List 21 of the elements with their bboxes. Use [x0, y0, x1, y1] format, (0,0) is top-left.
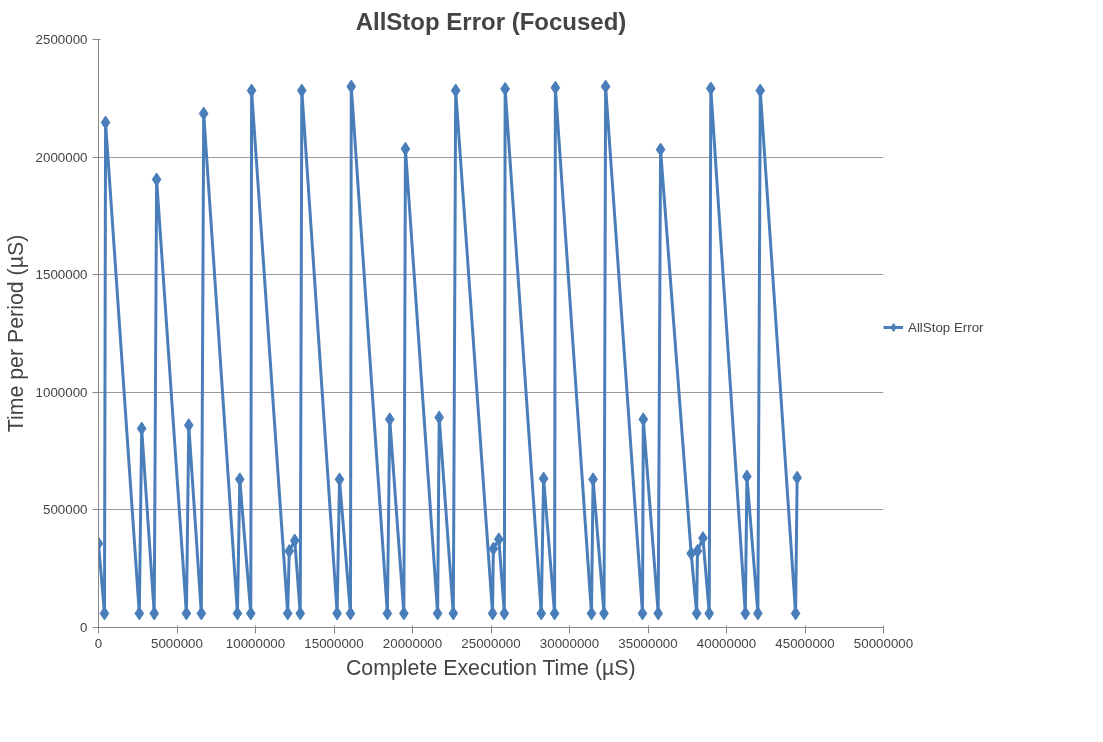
x-tick-label: 20000000 [382, 635, 443, 651]
y-tick-label: 2000000 [35, 149, 88, 165]
x-tick-label: 0 [94, 635, 103, 651]
x-tick-label: 10000000 [225, 635, 286, 651]
y-tick-label: 1500000 [35, 267, 88, 283]
y-tick-label: 0 [80, 620, 88, 635]
x-tick-label: 40000000 [696, 635, 757, 651]
x-axis-title: Complete Execution Time (µS) [345, 655, 636, 680]
y-tick-label: 500000 [43, 502, 88, 518]
x-tick-label: 25000000 [461, 635, 521, 651]
x-tick-label: 5000000 [151, 635, 203, 651]
chart-title: AllStop Error (Focused) [355, 7, 627, 35]
y-axis-title: Time per Period (µS) [3, 234, 28, 433]
y-tick-label: 2500000 [35, 32, 88, 47]
x-tick-label: 15000000 [304, 635, 364, 651]
x-tick-label: 35000000 [618, 635, 678, 651]
x-tick-label: 45000000 [775, 635, 835, 651]
y-tick-label: 1000000 [35, 384, 88, 400]
x-tick-label: 30000000 [539, 635, 600, 651]
legend-label: AllStop Error [908, 319, 984, 335]
x-tick-label: 50000000 [853, 635, 914, 651]
